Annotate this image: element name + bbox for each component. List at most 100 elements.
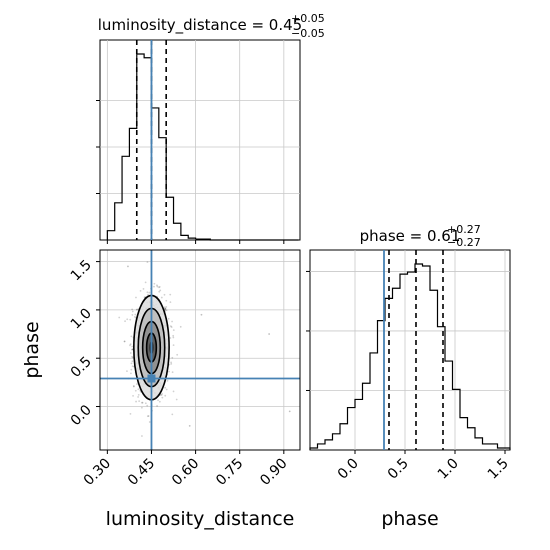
joint-sample-point: [134, 313, 137, 316]
joint-sample-point: [172, 336, 175, 339]
ld-hist-frame: [99, 39, 301, 241]
joint-sample-point: [131, 348, 133, 351]
joint-sample-point: [136, 383, 138, 385]
joint-sample-point: [146, 404, 149, 407]
joint-outlier-point-1: [288, 410, 291, 413]
joint-sample-point: [172, 334, 175, 337]
ld-title-sup: +0.05: [291, 12, 325, 25]
joint-sample-point: [129, 344, 131, 347]
joint-sample-point: [130, 368, 133, 371]
joint-sample-point: [172, 329, 175, 332]
joint-sample-point: [144, 402, 147, 405]
joint-sample-point: [164, 308, 167, 310]
joint-sample-point: [148, 421, 151, 423]
joint-sample-point: [165, 309, 168, 312]
phase-xtick-label-3: 1.5: [485, 456, 512, 483]
joint-sample-point: [161, 393, 164, 395]
joint-sample-point: [158, 400, 161, 403]
joint-sample-point: [146, 415, 149, 418]
phase-hist-steps: [309, 263, 511, 450]
joint-sample-point: [157, 399, 159, 402]
joint-xtick-label-0: 0.30: [81, 456, 114, 489]
joint-sample-point: [131, 348, 134, 351]
joint-sample-point: [135, 400, 137, 403]
joint-sample-point: [161, 396, 164, 399]
joint-sample-point: [140, 406, 143, 409]
joint-sample-point: [164, 307, 166, 310]
joint-sample-point: [169, 325, 172, 328]
joint-sample-point: [166, 379, 169, 382]
joint-sample-point: [131, 365, 134, 368]
joint-sample-point: [138, 400, 141, 403]
joint-ylabel: phase: [21, 321, 43, 378]
joint-outlier-point-3: [127, 265, 129, 268]
phase-xtick-label-0: 0.0: [335, 456, 362, 483]
joint-sample-point: [160, 394, 163, 397]
joint-sample-point: [131, 310, 134, 313]
joint-ytick-label-2: 1.0: [68, 305, 95, 332]
joint-sample-point: [163, 306, 166, 309]
joint-sample-point: [123, 340, 126, 343]
joint-sample-point: [126, 318, 129, 321]
panel-ld-histogram: luminosity_distance = 0.45 +0.05 −0.05: [96, 12, 325, 244]
joint-sample-point: [147, 415, 150, 417]
phase-title-sup: +0.27: [447, 223, 481, 236]
joint-sample-point: [169, 337, 172, 339]
joint-sample-point: [153, 285, 155, 288]
joint-grid: [100, 250, 300, 450]
joint-sample-point: [130, 362, 133, 365]
ld-title-main: luminosity_distance = 0.45: [98, 16, 302, 35]
joint-sample-point: [158, 290, 161, 293]
joint-sample-point: [171, 371, 174, 374]
joint-sample-point: [132, 394, 134, 397]
joint-sample-point: [160, 296, 163, 299]
joint-sample-point: [164, 307, 167, 310]
joint-xtick-label-3: 0.75: [213, 456, 246, 489]
joint-sample-point: [142, 288, 145, 290]
joint-sample-point: [156, 285, 159, 288]
joint-sample-point: [147, 293, 149, 296]
joint-truth-lines: [100, 250, 300, 450]
joint-sample-point: [135, 308, 138, 311]
joint-sample-point: [133, 315, 136, 318]
phase-title: phase = 0.61: [360, 227, 461, 245]
joint-frame: [99, 249, 301, 451]
joint-sample-point: [131, 314, 134, 316]
joint-sample-point: [171, 356, 174, 359]
joint-sample-point: [137, 393, 140, 396]
phase-hist-grid: [310, 250, 510, 450]
joint-sample-point: [132, 385, 135, 388]
joint-sample-point: [136, 308, 139, 311]
ld-hist-steps: [106, 53, 299, 241]
phase-quantile-lines: [388, 250, 444, 450]
joint-ytick-label-3: 1.5: [68, 257, 95, 284]
joint-sample-point: [165, 306, 168, 308]
joint-sample-point: [169, 301, 172, 304]
joint-sample-point: [131, 360, 134, 363]
joint-sample-point: [172, 344, 175, 346]
joint-outlier-point-4: [200, 313, 203, 316]
joint-sample-point: [171, 413, 174, 416]
panel-joint: 0.30 0.45 0.60 0.75 0.90 0.0 0.5 1.0 1.5 lumino…: [21, 249, 301, 530]
ld-title-sub: −0.05: [291, 27, 325, 40]
joint-sample-point: [175, 398, 178, 401]
phase-xticks: 0.0 0.5 1.0 1.5: [335, 450, 512, 483]
joint-sample-point: [137, 396, 140, 398]
joint-sample-point: [130, 372, 132, 375]
joint-sample-point: [141, 401, 143, 404]
joint-sample-point: [164, 308, 166, 311]
joint-xtick-label-4: 0.90: [257, 456, 290, 489]
joint-sample-point: [129, 343, 132, 345]
joint-sample-point: [137, 388, 140, 391]
joint-ytick-label-0: 0.0: [68, 402, 95, 429]
joint-sample-point: [179, 325, 182, 328]
phase-xtick-label-2: 1.0: [435, 456, 462, 483]
joint-sample-point: [168, 370, 170, 373]
joint-sample-point: [176, 353, 179, 356]
joint-sample-point: [134, 389, 137, 392]
ld-title: luminosity_distance = 0.45: [98, 16, 302, 35]
joint-outlier-point-2: [188, 424, 191, 427]
joint-outlier-point-0: [268, 333, 271, 335]
joint-sample-point: [146, 291, 149, 294]
